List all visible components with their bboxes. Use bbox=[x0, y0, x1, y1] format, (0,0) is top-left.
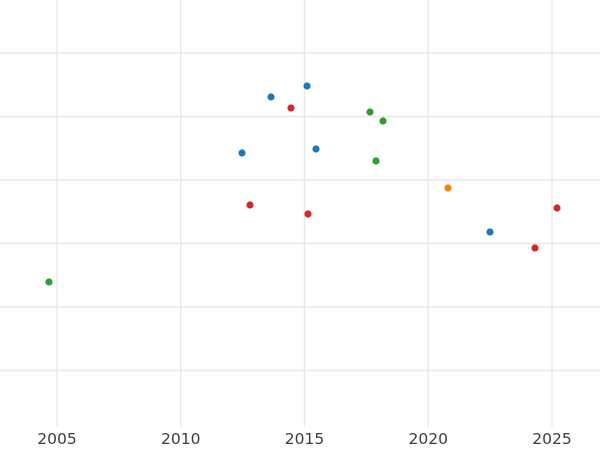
data-point-orange bbox=[444, 184, 452, 192]
data-point-green bbox=[379, 117, 387, 125]
data-point-blue bbox=[267, 93, 275, 101]
data-point-red bbox=[553, 204, 561, 212]
data-point-blue bbox=[303, 82, 311, 90]
data-point-blue bbox=[486, 228, 494, 236]
data-point-green bbox=[366, 108, 374, 116]
x-tick-label: 2015 bbox=[284, 430, 325, 448]
x-tick-label: 2025 bbox=[532, 430, 572, 448]
data-point-red bbox=[304, 210, 312, 218]
data-point-blue bbox=[312, 145, 320, 153]
data-point-red bbox=[531, 244, 539, 252]
data-point-red bbox=[287, 104, 295, 112]
data-point-red bbox=[246, 201, 254, 209]
x-tick-label: 2020 bbox=[408, 430, 448, 448]
x-tick-label: 2010 bbox=[161, 430, 201, 448]
data-point-green bbox=[45, 278, 53, 286]
data-point-green bbox=[372, 157, 380, 165]
data-point-blue bbox=[238, 149, 246, 157]
x-tick-label: 2005 bbox=[37, 430, 77, 448]
